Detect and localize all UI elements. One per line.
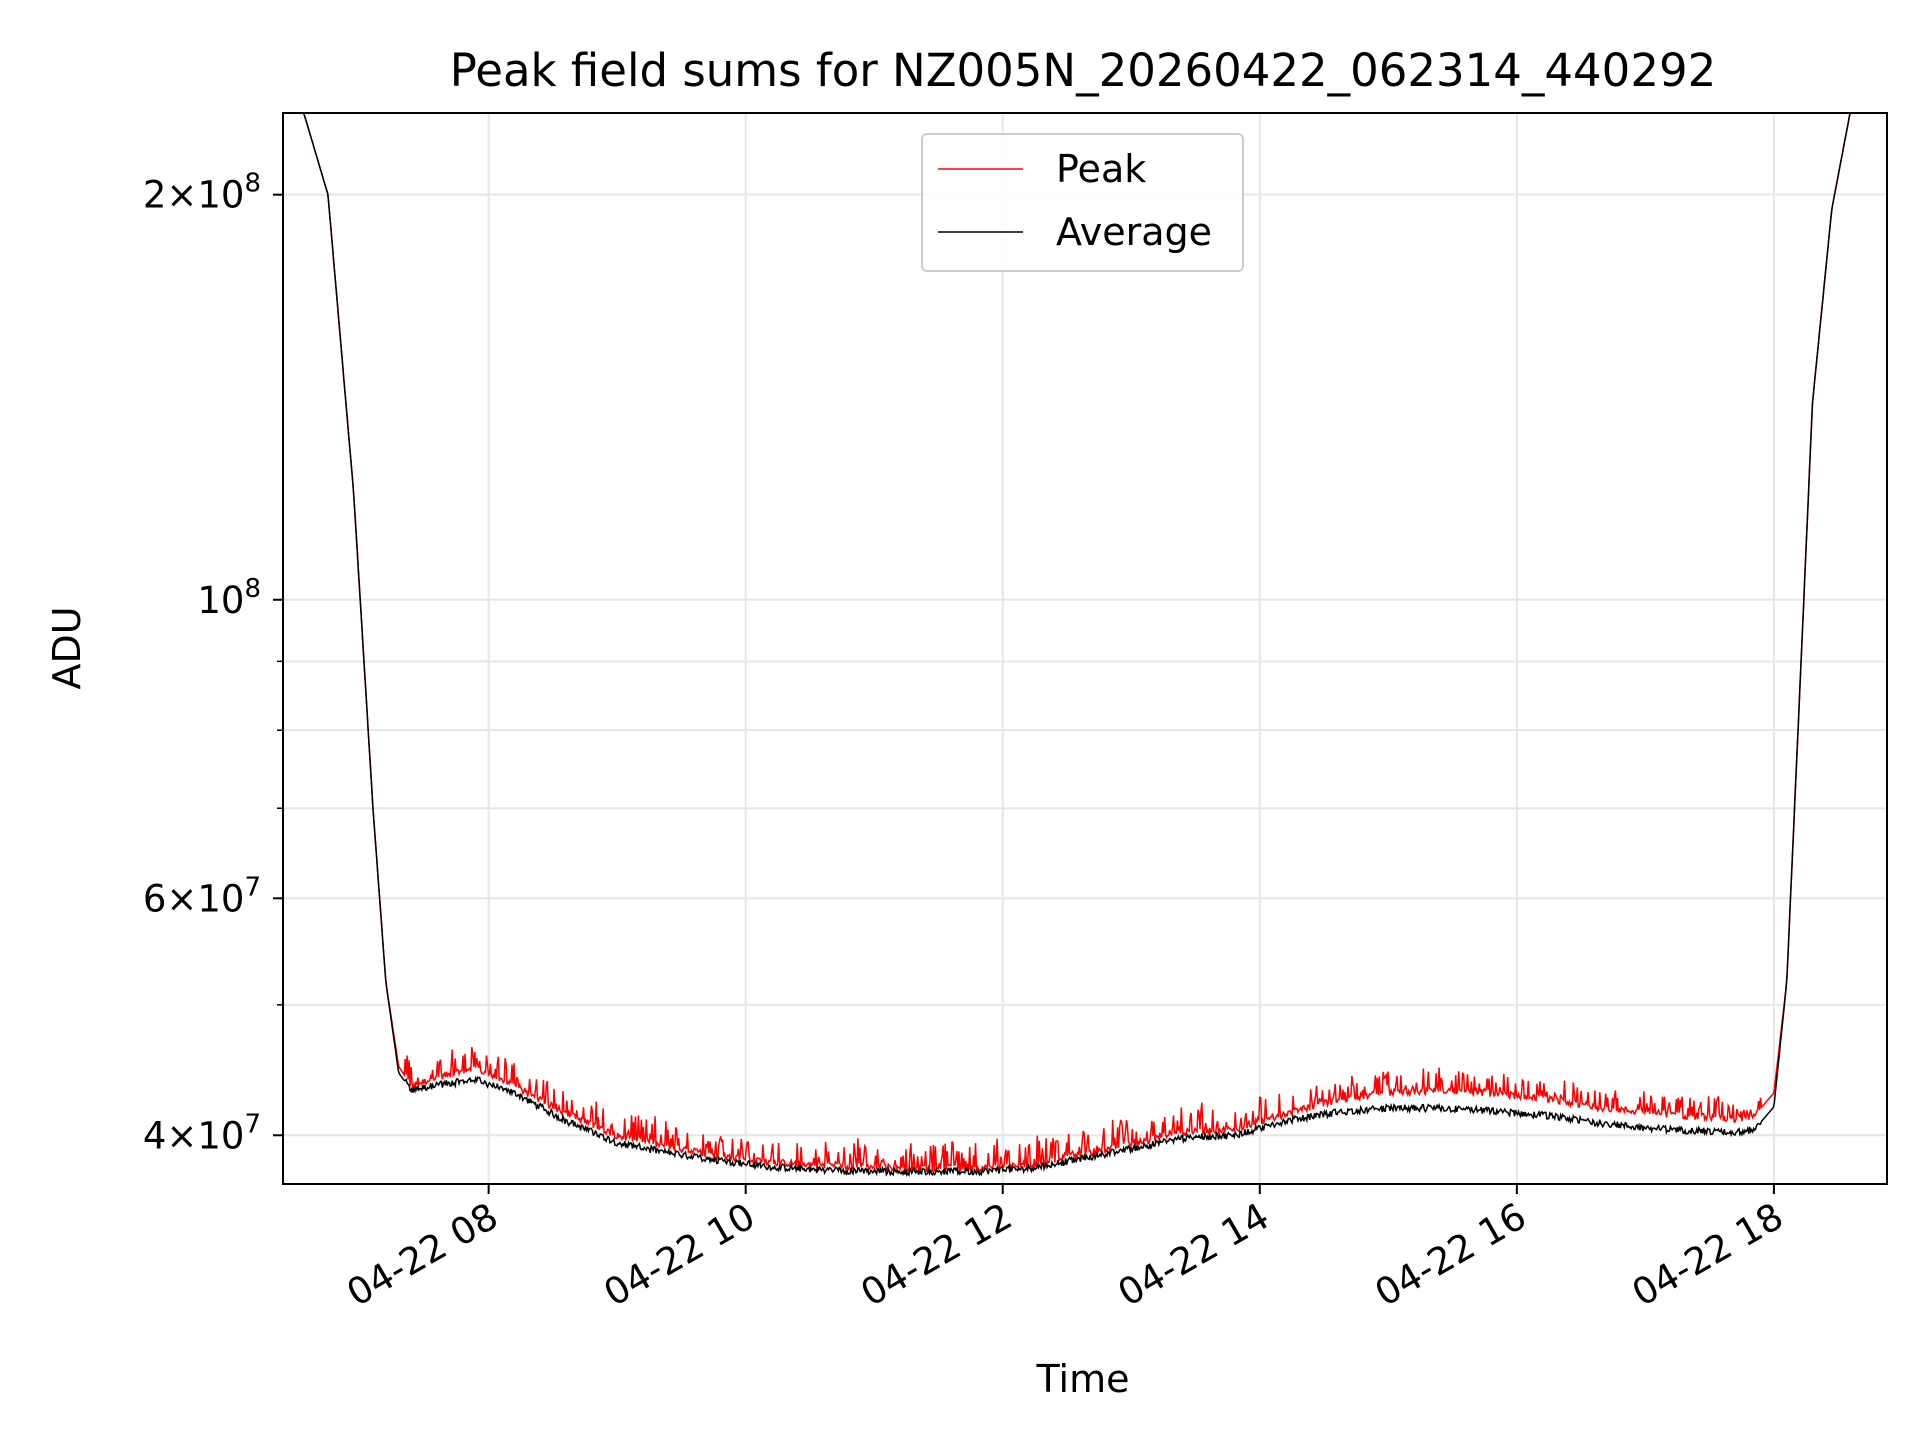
y-tick-label: 108 xyxy=(197,574,261,622)
legend-average-label: Average xyxy=(1056,210,1212,254)
y-tick-label: 6×107 xyxy=(143,872,261,920)
series-average-line xyxy=(302,112,1871,1178)
series-peak-line xyxy=(302,112,1871,1174)
plot-frame xyxy=(282,112,1888,1185)
chart-title: Peak field sums for NZ005N_20260422_0623… xyxy=(450,44,1716,97)
y-tick-label: 4×107 xyxy=(143,1109,261,1157)
y-axis: 4×107 6×107 108 2×108 xyxy=(143,169,283,1157)
series-group xyxy=(302,112,1871,1178)
y-axis-label: ADU xyxy=(45,606,89,689)
legend-peak-label: Peak xyxy=(1056,147,1146,191)
legend: Peak Average xyxy=(921,133,1244,272)
y-tick-label: 2×108 xyxy=(143,169,261,217)
x-axis-label: Time xyxy=(1036,1357,1130,1401)
